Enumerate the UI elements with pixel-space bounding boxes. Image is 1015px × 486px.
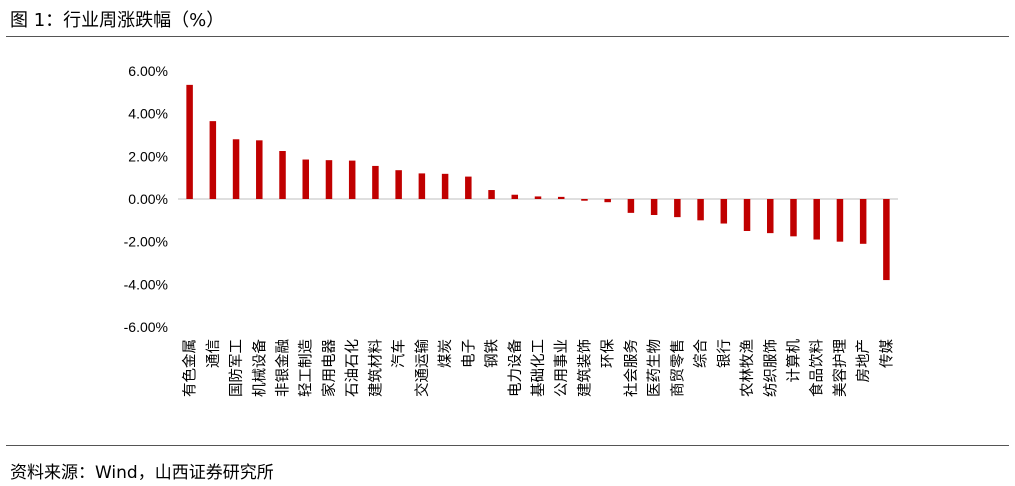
bar-chart: 6.00% 4.00% 2.00% 0.00% -2.00% -4.00% -6.00% 有… [124,63,898,397]
bar [256,140,263,199]
x-category-label: 美容护理 [832,339,849,397]
x-category-label: 房地产 [855,339,872,383]
y-tick-label: 4.00% [128,106,168,122]
y-tick-label: 2.00% [128,148,168,164]
bar [348,160,356,199]
top-divider [6,36,1009,37]
x-category-label: 商贸零售 [669,339,686,397]
bottom-divider [6,445,1009,446]
bar-series [186,84,890,281]
x-category-label: 社会服务 [623,339,640,397]
y-tick-label: -4.00% [124,276,168,292]
bar [697,199,704,221]
x-category-label: 食品饮料 [809,339,826,397]
bar [279,151,286,199]
x-category-label: 银行 [716,339,733,368]
x-category-label: 机械设备 [251,339,268,397]
x-axis-labels: 有色金属 通信 国防军工 机械设备 非银金融 轻工制造 家用电器 石油石化 建筑材料 汽车 交通运输… [182,339,896,397]
x-category-label: 电力设备 [507,339,524,397]
bar [372,165,379,199]
x-category-label: 钢铁 [484,339,501,368]
x-category-label: 医药生物 [646,339,663,397]
bar [883,199,890,281]
bar [325,160,333,199]
bar [511,194,519,199]
x-category-label: 有色金属 [182,339,199,397]
x-category-label: 家用电器 [321,339,338,397]
x-category-label: 非银金融 [275,339,292,397]
x-category-label: 电子 [460,339,477,368]
bar [465,176,472,199]
x-category-label: 轻工制造 [298,339,315,397]
bar [302,159,309,199]
bar [627,199,635,213]
bar [674,199,681,218]
x-category-label: 计算机 [785,339,802,383]
y-axis: 6.00% 4.00% 2.00% 0.00% -2.00% -4.00% -6.00% [124,63,168,335]
bar [209,121,217,199]
x-category-label: 煤炭 [437,339,454,368]
bar [534,196,542,199]
x-category-label: 汽车 [391,339,408,368]
chart-title: 图 1：行业周涨跌幅（%） [10,10,225,31]
bar [859,199,867,244]
x-category-label: 交通运输 [413,339,431,397]
bar [790,199,797,237]
bar [557,196,565,199]
bar [836,199,844,242]
y-tick-label: -2.00% [124,234,168,250]
y-tick-label: 6.00% [128,63,168,79]
bar [395,170,402,199]
x-category-label: 公用事业 [553,339,570,397]
x-category-label: 农林牧渔 [739,339,756,397]
bar [232,139,240,199]
x-category-label: 综合 [693,339,710,368]
bar [767,199,774,234]
x-category-label: 国防军工 [228,339,245,397]
bar [743,199,751,231]
bar [813,199,820,240]
x-category-label: 石油石化 [344,339,361,397]
x-category-label: 通信 [205,339,222,368]
bar [441,173,449,199]
x-category-label: 建筑装饰 [576,339,593,397]
bar [581,199,588,201]
bar [186,84,193,199]
x-category-label: 传媒 [878,339,895,368]
bar [720,199,728,224]
bar [488,190,495,199]
y-tick-label: -6.00% [124,319,168,335]
source-note: 资料来源：Wind，山西证券研究所 [10,463,274,483]
bar [418,173,426,199]
bar [604,199,611,203]
bar [650,199,658,215]
x-category-label: 纺织服饰 [762,339,779,397]
x-category-label: 环保 [600,339,617,368]
x-category-label: 基础化工 [530,339,547,397]
x-category-label: 建筑材料 [367,339,384,397]
y-tick-label: 0.00% [128,191,168,207]
